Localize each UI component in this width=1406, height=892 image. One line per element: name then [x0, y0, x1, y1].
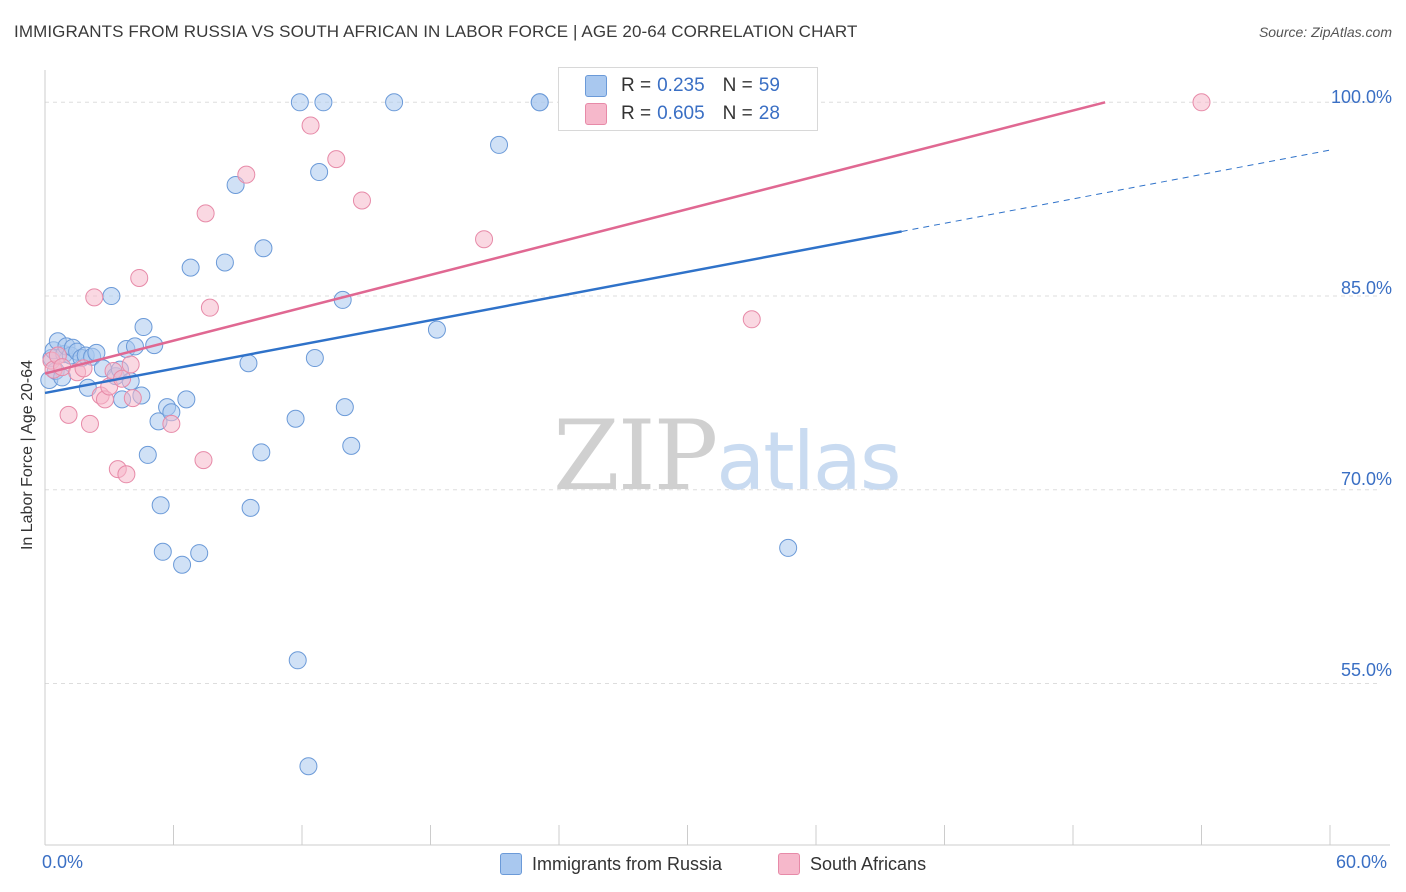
- sa-point-8: [85, 288, 104, 307]
- russia-point-44: [288, 651, 307, 670]
- sa-point-7: [80, 414, 99, 433]
- russia-point-45: [290, 93, 309, 112]
- russia-r-value: 0.235: [657, 75, 705, 96]
- russia-point-47: [305, 349, 324, 368]
- russia-trend-extension: [901, 149, 1331, 232]
- russia-point-52: [342, 436, 361, 455]
- legend-item-russia: Immigrants from Russia: [500, 852, 722, 876]
- watermark-zip: ZIP: [553, 400, 718, 512]
- sa-n-value: 28: [758, 103, 780, 124]
- russia-swatch: [585, 75, 607, 97]
- legend-russia-swatch: [500, 853, 522, 875]
- legend-item-sa: South Africans: [778, 852, 926, 876]
- sa-trend-line: [44, 101, 1106, 375]
- russia-trend-line: [44, 230, 902, 395]
- russia-n-value: 59: [758, 75, 780, 96]
- legend-russia-label: Immigrants from Russia: [532, 853, 723, 874]
- russia-point-43: [286, 409, 305, 428]
- legend-sa-label: South Africans: [810, 853, 927, 874]
- russia-point-28: [151, 496, 170, 515]
- russia-point-58: [779, 538, 798, 557]
- stats-legend-row-russia: R = 0.235 N = 59: [585, 72, 780, 100]
- russia-point-30: [153, 542, 172, 561]
- source-label: Source: ZipAtlas.com: [1258, 24, 1392, 40]
- sa-r-value: 0.605: [657, 103, 705, 124]
- sa-swatch: [585, 103, 607, 125]
- sa-point-24: [301, 116, 320, 135]
- russia-point-17: [102, 287, 121, 306]
- r-label: R =: [621, 75, 652, 96]
- watermark-atlas: atlas: [716, 415, 901, 508]
- y-tick-label-85: 85.0%: [1340, 278, 1392, 298]
- sa-point-26: [352, 191, 371, 210]
- y-tick-label-100: 100.0%: [1330, 87, 1392, 107]
- sa-point-28: [742, 310, 761, 329]
- sa-point-17: [123, 389, 142, 408]
- russia-point-51: [335, 398, 354, 417]
- russia-point-35: [181, 258, 200, 277]
- russia-point-40: [241, 498, 260, 517]
- russia-point-36: [190, 544, 209, 563]
- sa-point-19: [162, 414, 181, 433]
- russia-point-54: [427, 320, 446, 339]
- sa-point-16: [121, 355, 140, 374]
- russia-point-46: [299, 757, 318, 776]
- sa-point-22: [200, 298, 219, 317]
- y-tick-label-70: 70.0%: [1340, 469, 1392, 489]
- russia-point-53: [385, 93, 404, 112]
- russia-point-41: [252, 443, 271, 462]
- russia-point-33: [173, 555, 192, 574]
- russia-point-49: [314, 93, 333, 112]
- sa-point-15: [117, 465, 136, 484]
- russia-point-25: [134, 318, 153, 337]
- russia-point-26: [138, 445, 157, 464]
- russia-point-34: [177, 390, 196, 409]
- r-label: R =: [621, 103, 652, 124]
- n-label: N =: [722, 75, 753, 96]
- sa-point-25: [327, 150, 346, 169]
- russia-point-57: [530, 93, 549, 112]
- sa-point-20: [194, 451, 213, 470]
- russia-point-37: [215, 253, 234, 272]
- sa-point-18: [130, 268, 149, 287]
- sa-point-4: [59, 405, 78, 424]
- sa-point-27: [475, 230, 494, 249]
- chart-title: IMMIGRANTS FROM RUSSIA VS SOUTH AFRICAN …: [14, 22, 858, 41]
- russia-point-48: [310, 163, 329, 182]
- sa-point-29: [1192, 93, 1211, 112]
- russia-point-42: [254, 239, 273, 258]
- sa-point-23: [237, 165, 256, 184]
- russia-point-39: [239, 354, 258, 373]
- sa-point-21: [196, 204, 215, 223]
- legend-sa-swatch: [778, 853, 800, 875]
- stats-legend: R = 0.235 N = 59 R = 0.605 N = 28: [558, 67, 818, 131]
- n-label: N =: [722, 103, 753, 124]
- x-tick-label-max: 60.0%: [1336, 852, 1388, 872]
- watermark: ZIPatlas: [553, 400, 902, 512]
- stats-legend-row-sa: R = 0.605 N = 28: [585, 100, 780, 128]
- y-tick-label-55: 55.0%: [1340, 660, 1392, 680]
- russia-point-55: [490, 135, 509, 154]
- x-tick-label-min: 0.0%: [42, 852, 84, 872]
